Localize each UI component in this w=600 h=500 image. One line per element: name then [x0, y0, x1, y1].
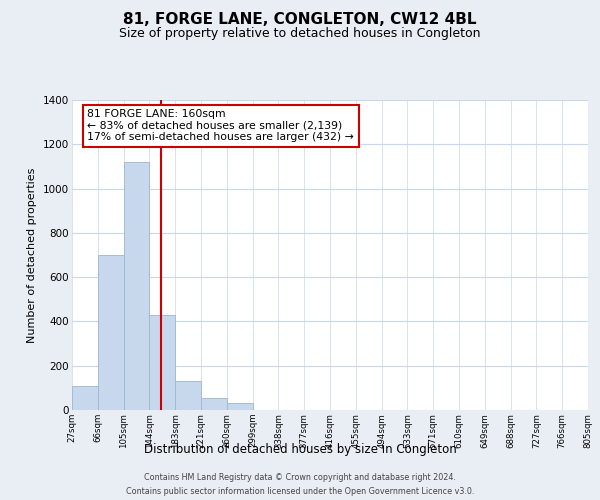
- Bar: [175, 381, 201, 410]
- Bar: [149, 315, 175, 410]
- Text: 81, FORGE LANE, CONGLETON, CW12 4BL: 81, FORGE LANE, CONGLETON, CW12 4BL: [123, 12, 477, 28]
- Bar: [227, 404, 253, 410]
- Bar: [201, 398, 227, 410]
- Bar: [72, 386, 98, 410]
- Text: Distribution of detached houses by size in Congleton: Distribution of detached houses by size …: [143, 444, 457, 456]
- Text: 81 FORGE LANE: 160sqm
← 83% of detached houses are smaller (2,139)
17% of semi-d: 81 FORGE LANE: 160sqm ← 83% of detached …: [88, 110, 354, 142]
- Text: Contains public sector information licensed under the Open Government Licence v3: Contains public sector information licen…: [126, 486, 474, 496]
- Bar: [124, 162, 149, 410]
- Text: Contains HM Land Registry data © Crown copyright and database right 2024.: Contains HM Land Registry data © Crown c…: [144, 473, 456, 482]
- Y-axis label: Number of detached properties: Number of detached properties: [28, 168, 37, 342]
- Bar: [98, 255, 124, 410]
- Text: Size of property relative to detached houses in Congleton: Size of property relative to detached ho…: [119, 28, 481, 40]
